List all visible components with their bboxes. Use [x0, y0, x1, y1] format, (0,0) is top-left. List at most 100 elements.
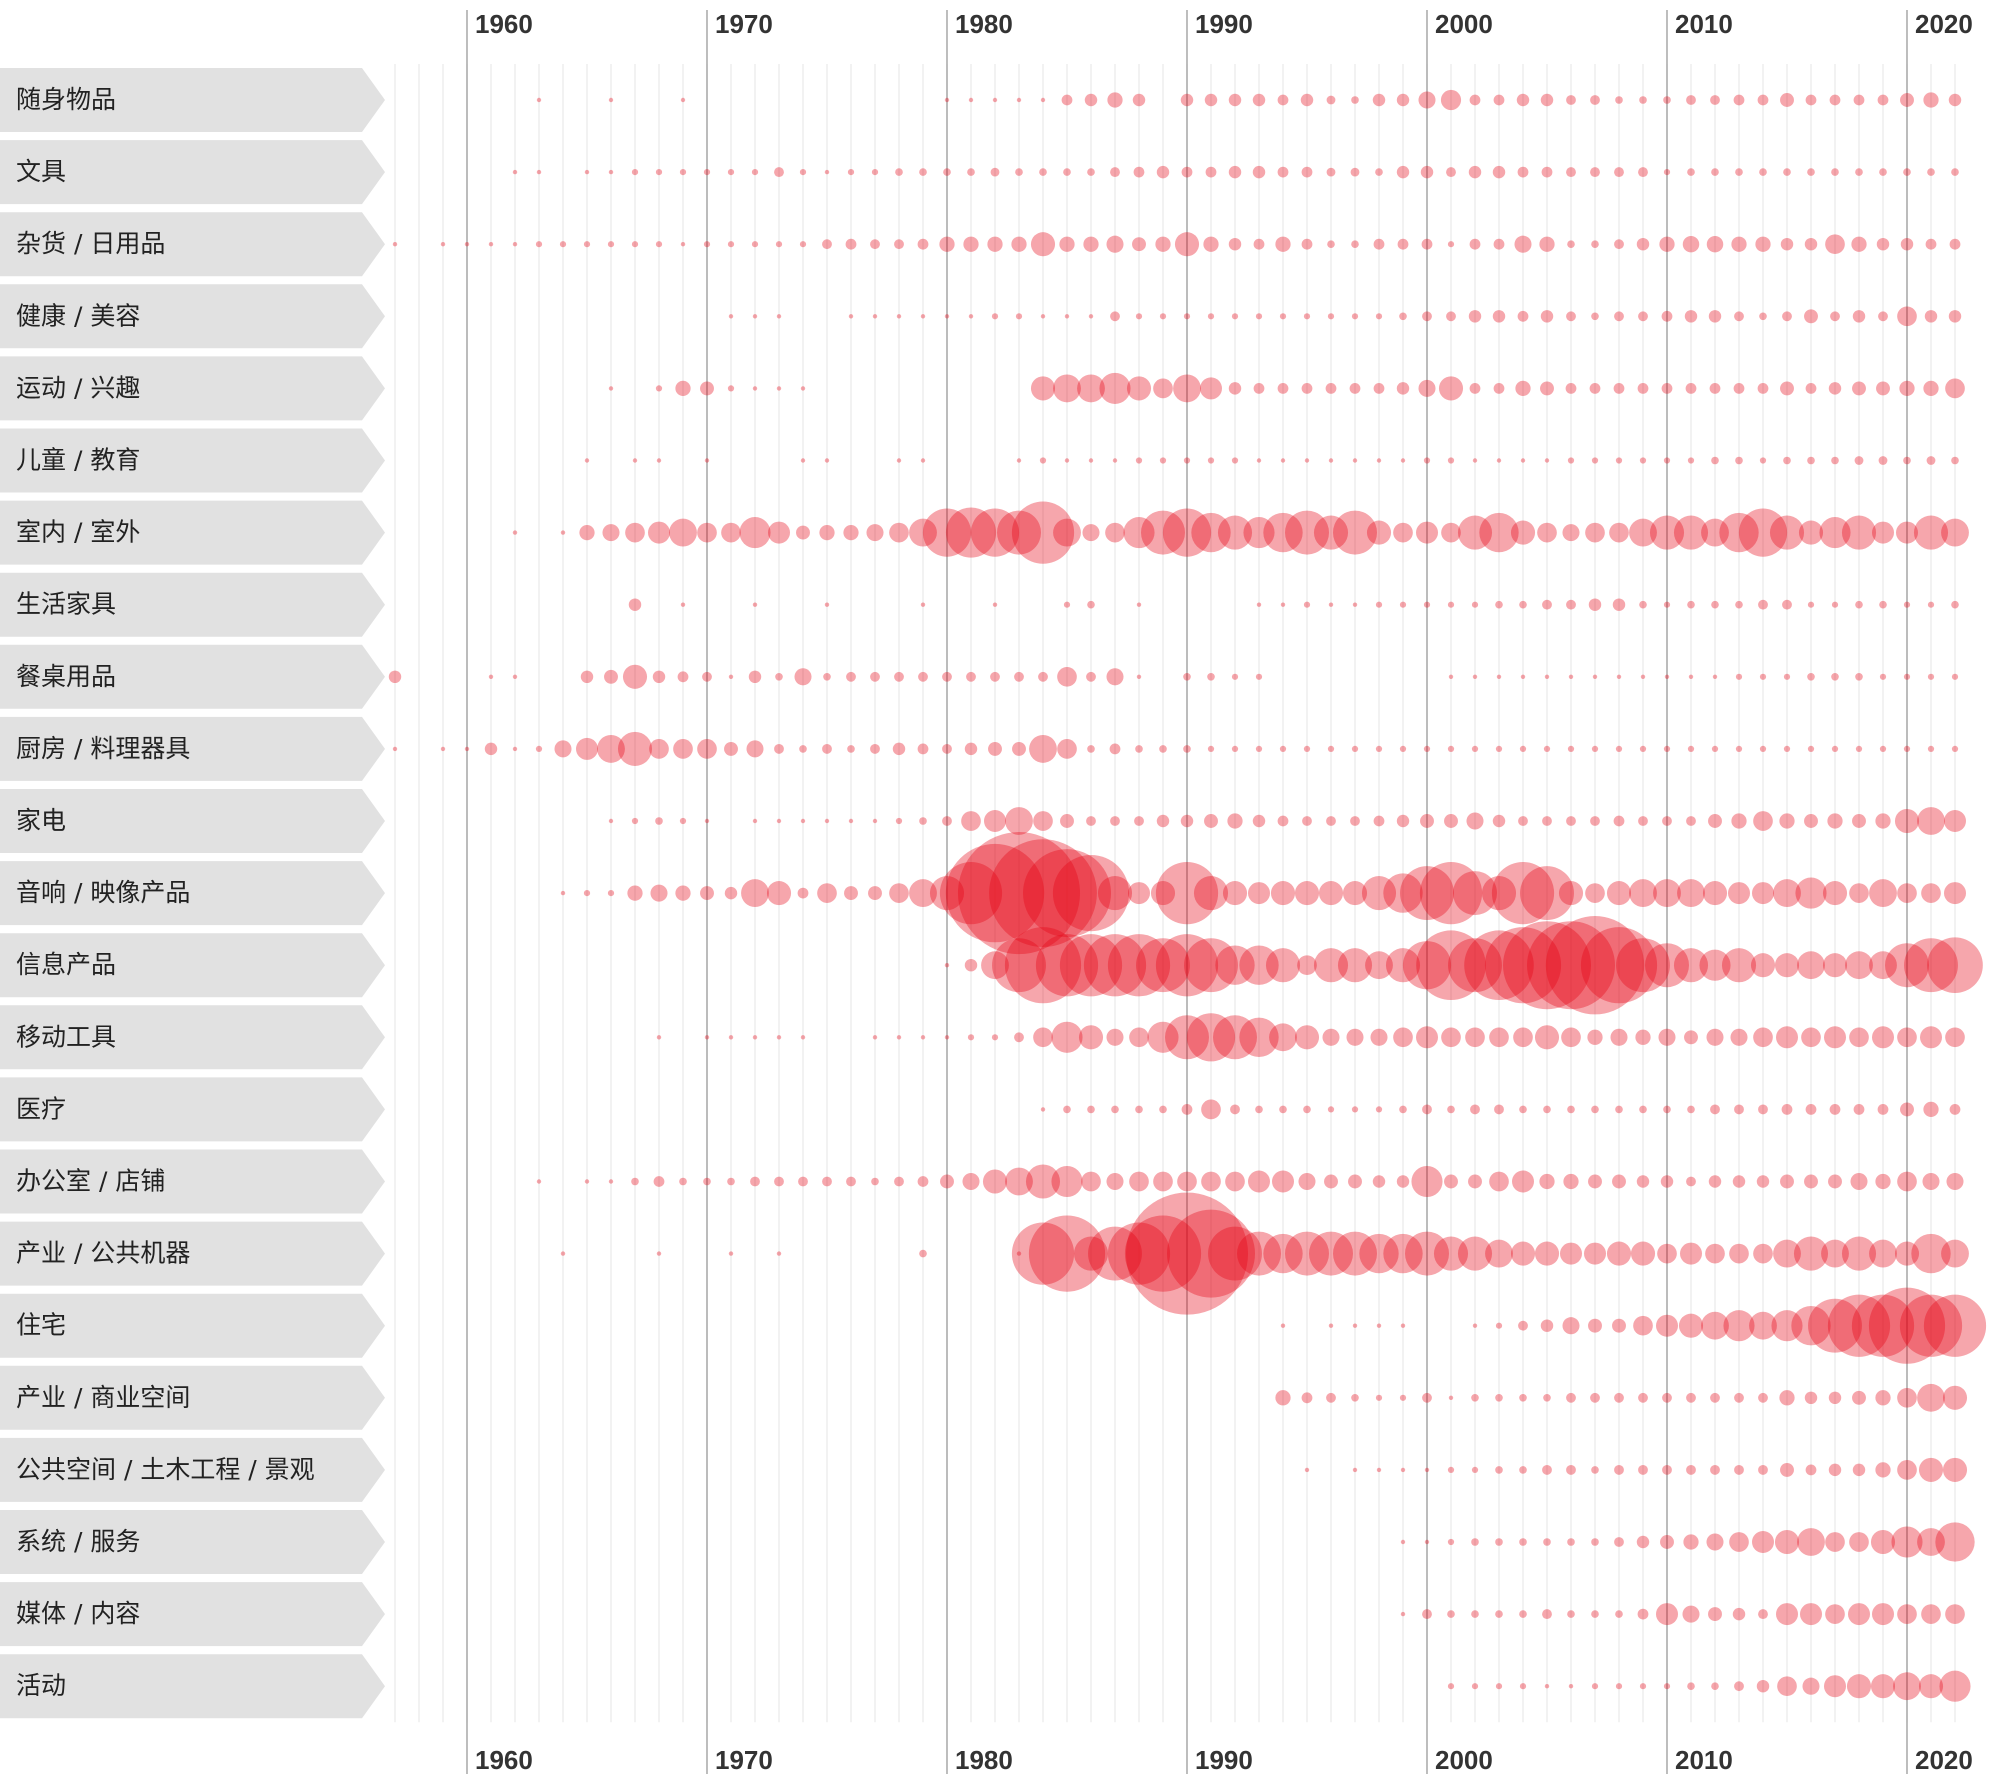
bubble: [1580, 927, 1658, 1004]
bubble: [631, 241, 639, 248]
bubble: [559, 241, 567, 248]
bubble: [746, 740, 764, 758]
bubble: [1827, 1294, 1891, 1357]
bubble: [1879, 745, 1887, 753]
bubble: [1109, 743, 1121, 755]
bubble: [1005, 807, 1033, 835]
bubble: [1040, 97, 1046, 103]
bubble: [752, 1035, 758, 1040]
bubble: [1239, 945, 1279, 985]
bubble: [1520, 674, 1526, 679]
bubble: [1416, 1026, 1438, 1049]
row-label-bg: [0, 1293, 385, 1358]
bubble: [1612, 1174, 1626, 1189]
bubble: [1301, 166, 1313, 178]
bubble: [1285, 1231, 1329, 1276]
bubble: [967, 1034, 975, 1041]
bubble: [894, 1176, 904, 1187]
bubble: [750, 1176, 760, 1187]
x-tick-label-top: 2000: [1435, 9, 1493, 39]
bubble: [608, 818, 614, 824]
bubble: [1949, 1104, 1961, 1115]
bubble: [608, 97, 614, 103]
bubble: [1923, 1294, 1987, 1357]
bubble: [1016, 97, 1022, 103]
bubble: [1734, 311, 1744, 322]
bubble: [1876, 381, 1890, 396]
bubble: [775, 241, 783, 248]
bubble: [1807, 601, 1815, 608]
bubble: [655, 241, 663, 248]
bubble: [1385, 948, 1421, 983]
bubble: [1373, 238, 1385, 250]
bubble: [1053, 518, 1081, 547]
bubble: [991, 313, 999, 320]
bubble: [1519, 1683, 1527, 1690]
bubble: [1612, 598, 1626, 611]
bubble: [1753, 1027, 1773, 1048]
bubble: [1263, 1233, 1303, 1274]
bubble: [1591, 240, 1599, 249]
bubble: [1396, 93, 1410, 107]
bubble: [1663, 168, 1671, 176]
bubble: [1396, 814, 1410, 828]
bubble: [1396, 382, 1410, 395]
bubble: [1543, 1393, 1551, 1402]
bubble: [1469, 383, 1481, 394]
bubble: [1687, 745, 1695, 753]
bubble: [929, 876, 965, 911]
bubble: [1758, 599, 1768, 610]
bubble: [512, 242, 518, 247]
row-label-bg: [0, 1510, 385, 1574]
bubble: [1942, 1457, 1968, 1482]
bubble: [1589, 383, 1601, 394]
bubble: [1326, 1392, 1336, 1403]
bubble: [1030, 376, 1056, 401]
bubble: [1159, 1105, 1167, 1114]
bubble: [1879, 673, 1887, 680]
bubble: [992, 97, 998, 103]
bubble: [1129, 1027, 1149, 1048]
bubble: [1489, 1171, 1509, 1192]
bubble: [1800, 1603, 1822, 1626]
bubble: [1758, 1392, 1768, 1403]
bubble: [1805, 1464, 1817, 1476]
bubble: [1350, 816, 1360, 826]
bubble: [1750, 953, 1776, 978]
bubble: [700, 886, 714, 901]
bubble: [1365, 951, 1393, 980]
bubble: [776, 1251, 782, 1256]
bubble: [1111, 1105, 1119, 1114]
x-tick-label-top: 2010: [1675, 9, 1733, 39]
bubble: [866, 524, 884, 542]
bubble: [1793, 1236, 1829, 1271]
bubble: [1539, 1173, 1555, 1190]
bubble: [1099, 372, 1131, 404]
bubble: [1252, 814, 1266, 828]
bubble: [1939, 1670, 1971, 1702]
bubble: [1542, 1609, 1552, 1620]
bubble: [392, 746, 398, 752]
bubble: [1326, 816, 1336, 826]
bubble: [656, 1251, 662, 1256]
bubble: [800, 386, 806, 391]
bubble: [1708, 814, 1722, 828]
bubble: [870, 671, 880, 682]
bubble: [944, 314, 950, 319]
bubble: [1869, 1239, 1897, 1268]
bubble: [1033, 1027, 1053, 1048]
bubble: [1903, 168, 1911, 176]
bubble: [1495, 745, 1503, 753]
bubble: [766, 881, 792, 906]
bubble: [1706, 1028, 1724, 1046]
bubble: [1376, 458, 1382, 463]
bubble: [1822, 881, 1848, 906]
bubble: [870, 239, 880, 250]
bubble: [1086, 671, 1096, 682]
bubble: [604, 669, 618, 684]
bubble: [512, 169, 518, 175]
bubble: [799, 168, 807, 176]
bubble: [1180, 814, 1194, 828]
bubble: [1325, 383, 1337, 394]
